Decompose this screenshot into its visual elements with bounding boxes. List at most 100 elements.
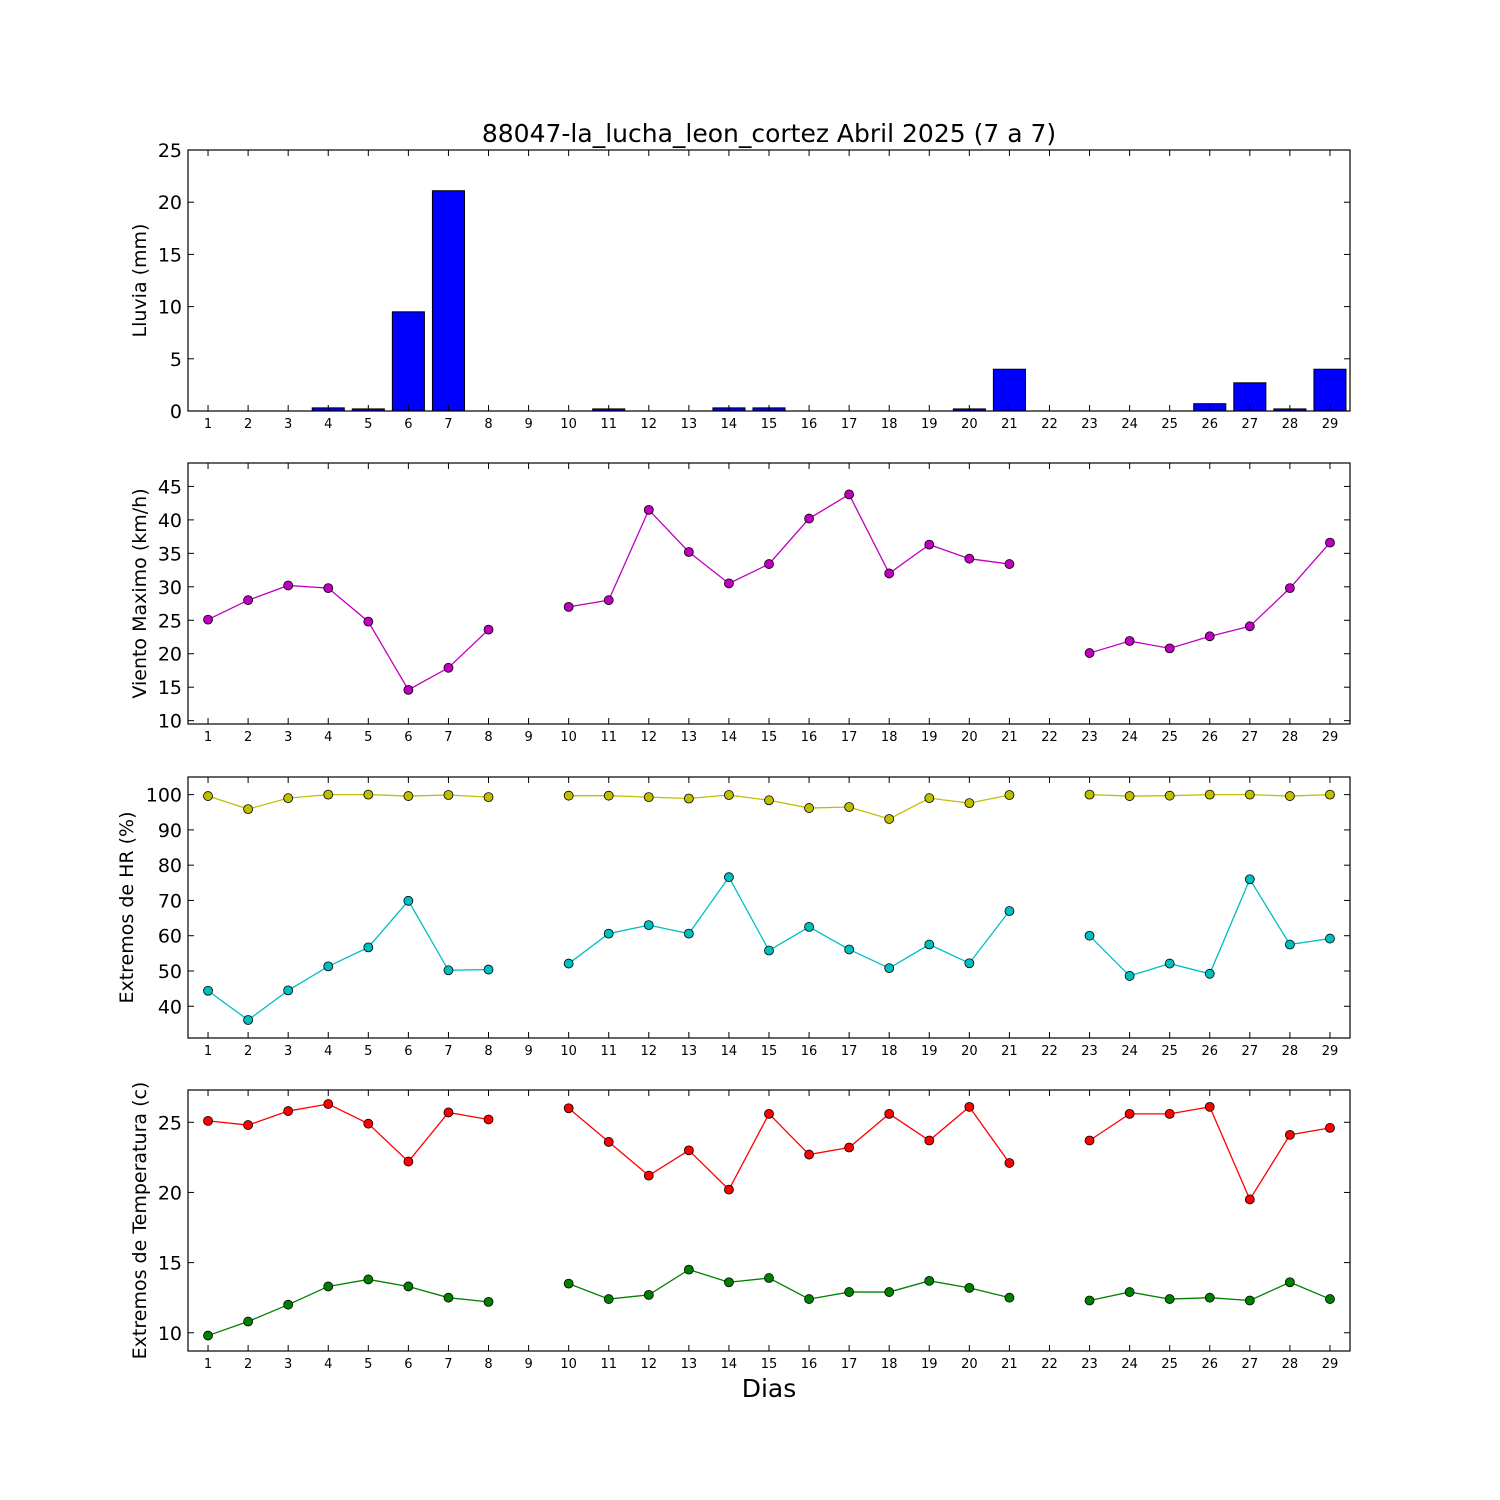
data-point bbox=[603, 928, 614, 939]
data-point bbox=[483, 624, 494, 635]
x-tick-label: 2 bbox=[244, 730, 252, 745]
x-tick-label: 7 bbox=[444, 1357, 452, 1372]
series-line bbox=[568, 794, 1010, 820]
bar bbox=[1313, 368, 1347, 412]
x-tick-label: 29 bbox=[1322, 730, 1339, 745]
data-point bbox=[884, 1108, 895, 1119]
x-tick-label: 15 bbox=[761, 1044, 778, 1059]
data-point bbox=[844, 1287, 855, 1297]
data-point bbox=[884, 1287, 895, 1297]
data-point bbox=[363, 942, 374, 953]
x-tick-label: 12 bbox=[641, 730, 658, 745]
x-tick-label: 8 bbox=[484, 1357, 492, 1372]
x-tick-label: 10 bbox=[560, 1044, 577, 1059]
x-tick-label: 26 bbox=[1201, 730, 1218, 745]
x-tick-label: 13 bbox=[681, 1357, 698, 1372]
x-tick-label: 3 bbox=[284, 730, 292, 745]
data-point bbox=[1325, 789, 1335, 800]
x-tick-label: 1 bbox=[204, 730, 212, 745]
data-point bbox=[804, 1149, 814, 1160]
y-tick-label: 100 bbox=[146, 785, 182, 807]
y-tick-label: 45 bbox=[158, 476, 182, 498]
data-point bbox=[483, 1114, 494, 1125]
y-tick-label: 5 bbox=[170, 349, 182, 371]
data-point bbox=[1325, 1294, 1335, 1304]
data-point bbox=[1325, 933, 1335, 944]
data-point bbox=[643, 920, 654, 931]
data-point bbox=[563, 601, 574, 612]
data-point bbox=[403, 1281, 414, 1292]
x-tick-label: 1 bbox=[204, 1357, 212, 1372]
data-point bbox=[724, 1277, 734, 1288]
data-point bbox=[643, 1289, 654, 1300]
data-point bbox=[443, 790, 454, 800]
wind-panel: 1 2 3 4 5 6 7 8 9 10 11 12 13 14 15 16 17 18 19 20 21 22 23 24 2… bbox=[129, 462, 1351, 745]
bar bbox=[391, 311, 425, 412]
x-tick-label: 15 bbox=[761, 730, 778, 745]
data-point bbox=[363, 789, 374, 800]
plot-marks bbox=[203, 1099, 1335, 1341]
x-tick-label: 27 bbox=[1242, 1044, 1259, 1059]
x-tick-label: 9 bbox=[524, 1044, 532, 1059]
data-point bbox=[243, 804, 254, 814]
x-tick-label: 1 bbox=[204, 1044, 212, 1059]
data-point bbox=[724, 872, 734, 883]
data-point bbox=[1084, 648, 1095, 658]
x-tick-label: 25 bbox=[1161, 730, 1178, 745]
x-tick-label: 8 bbox=[484, 1044, 492, 1059]
x-tick-label: 21 bbox=[1001, 417, 1018, 432]
x-tick-label: 22 bbox=[1041, 417, 1058, 432]
x-tick-label: 14 bbox=[721, 417, 738, 432]
data-point bbox=[363, 1118, 374, 1129]
data-point bbox=[323, 1281, 334, 1292]
x-tick-label: 27 bbox=[1242, 1357, 1259, 1372]
y-tick-label: 40 bbox=[158, 510, 182, 532]
data-point bbox=[603, 1294, 614, 1304]
x-tick-label: 26 bbox=[1201, 1357, 1218, 1372]
x-tick-label: 23 bbox=[1081, 1044, 1098, 1059]
data-point bbox=[1084, 930, 1095, 941]
data-point bbox=[924, 1275, 935, 1286]
x-tick-label: 10 bbox=[560, 730, 577, 745]
series-line bbox=[568, 1268, 1010, 1300]
data-point bbox=[283, 1299, 294, 1310]
x-tick-label: 13 bbox=[681, 1044, 698, 1059]
data-point bbox=[363, 1274, 374, 1285]
data-point bbox=[924, 793, 935, 804]
data-point bbox=[1124, 1108, 1135, 1119]
y-tick-label: 25 bbox=[158, 1112, 182, 1134]
x-tick-label: 8 bbox=[484, 730, 492, 745]
x-tick-label: 28 bbox=[1282, 417, 1299, 432]
data-point bbox=[563, 1278, 574, 1289]
panels: 1 2 3 4 5 6 7 8 9 10 11 12 13 14 15 16 17 18 19 20 21 22 23 24 2… bbox=[116, 140, 1351, 1372]
x-tick-label: 24 bbox=[1121, 417, 1138, 432]
data-point bbox=[844, 1142, 855, 1153]
data-point bbox=[203, 1115, 213, 1126]
data-point bbox=[724, 790, 734, 800]
x-tick-label: 28 bbox=[1282, 1357, 1299, 1372]
x-tick-label: 24 bbox=[1121, 730, 1138, 745]
y-tick-label: 15 bbox=[158, 677, 182, 699]
data-point bbox=[683, 1264, 694, 1275]
y-tick-label: 10 bbox=[158, 297, 182, 319]
x-tick-label: 29 bbox=[1322, 1044, 1339, 1059]
data-point bbox=[924, 539, 935, 550]
data-point bbox=[1204, 631, 1215, 642]
series-line bbox=[207, 793, 489, 810]
data-point bbox=[1084, 1135, 1095, 1146]
data-point bbox=[603, 790, 614, 801]
x-tick-label: 9 bbox=[524, 730, 532, 745]
data-point bbox=[323, 961, 334, 972]
x-tick-label: 20 bbox=[961, 1357, 978, 1372]
x-tick-label: 2 bbox=[244, 417, 252, 432]
data-point bbox=[844, 489, 855, 500]
x-tick-label: 29 bbox=[1322, 1357, 1339, 1372]
x-tick-label: 4 bbox=[324, 1044, 332, 1059]
x-tick-label: 15 bbox=[761, 417, 778, 432]
x-tick-label: 16 bbox=[801, 1044, 818, 1059]
x-tick-label: 21 bbox=[1001, 1357, 1018, 1372]
data-point bbox=[1204, 968, 1215, 979]
rain-panel: 1 2 3 4 5 6 7 8 9 10 11 12 13 14 15 16 17 18 19 20 21 22 23 24 2… bbox=[129, 140, 1351, 432]
x-tick-label: 10 bbox=[560, 417, 577, 432]
